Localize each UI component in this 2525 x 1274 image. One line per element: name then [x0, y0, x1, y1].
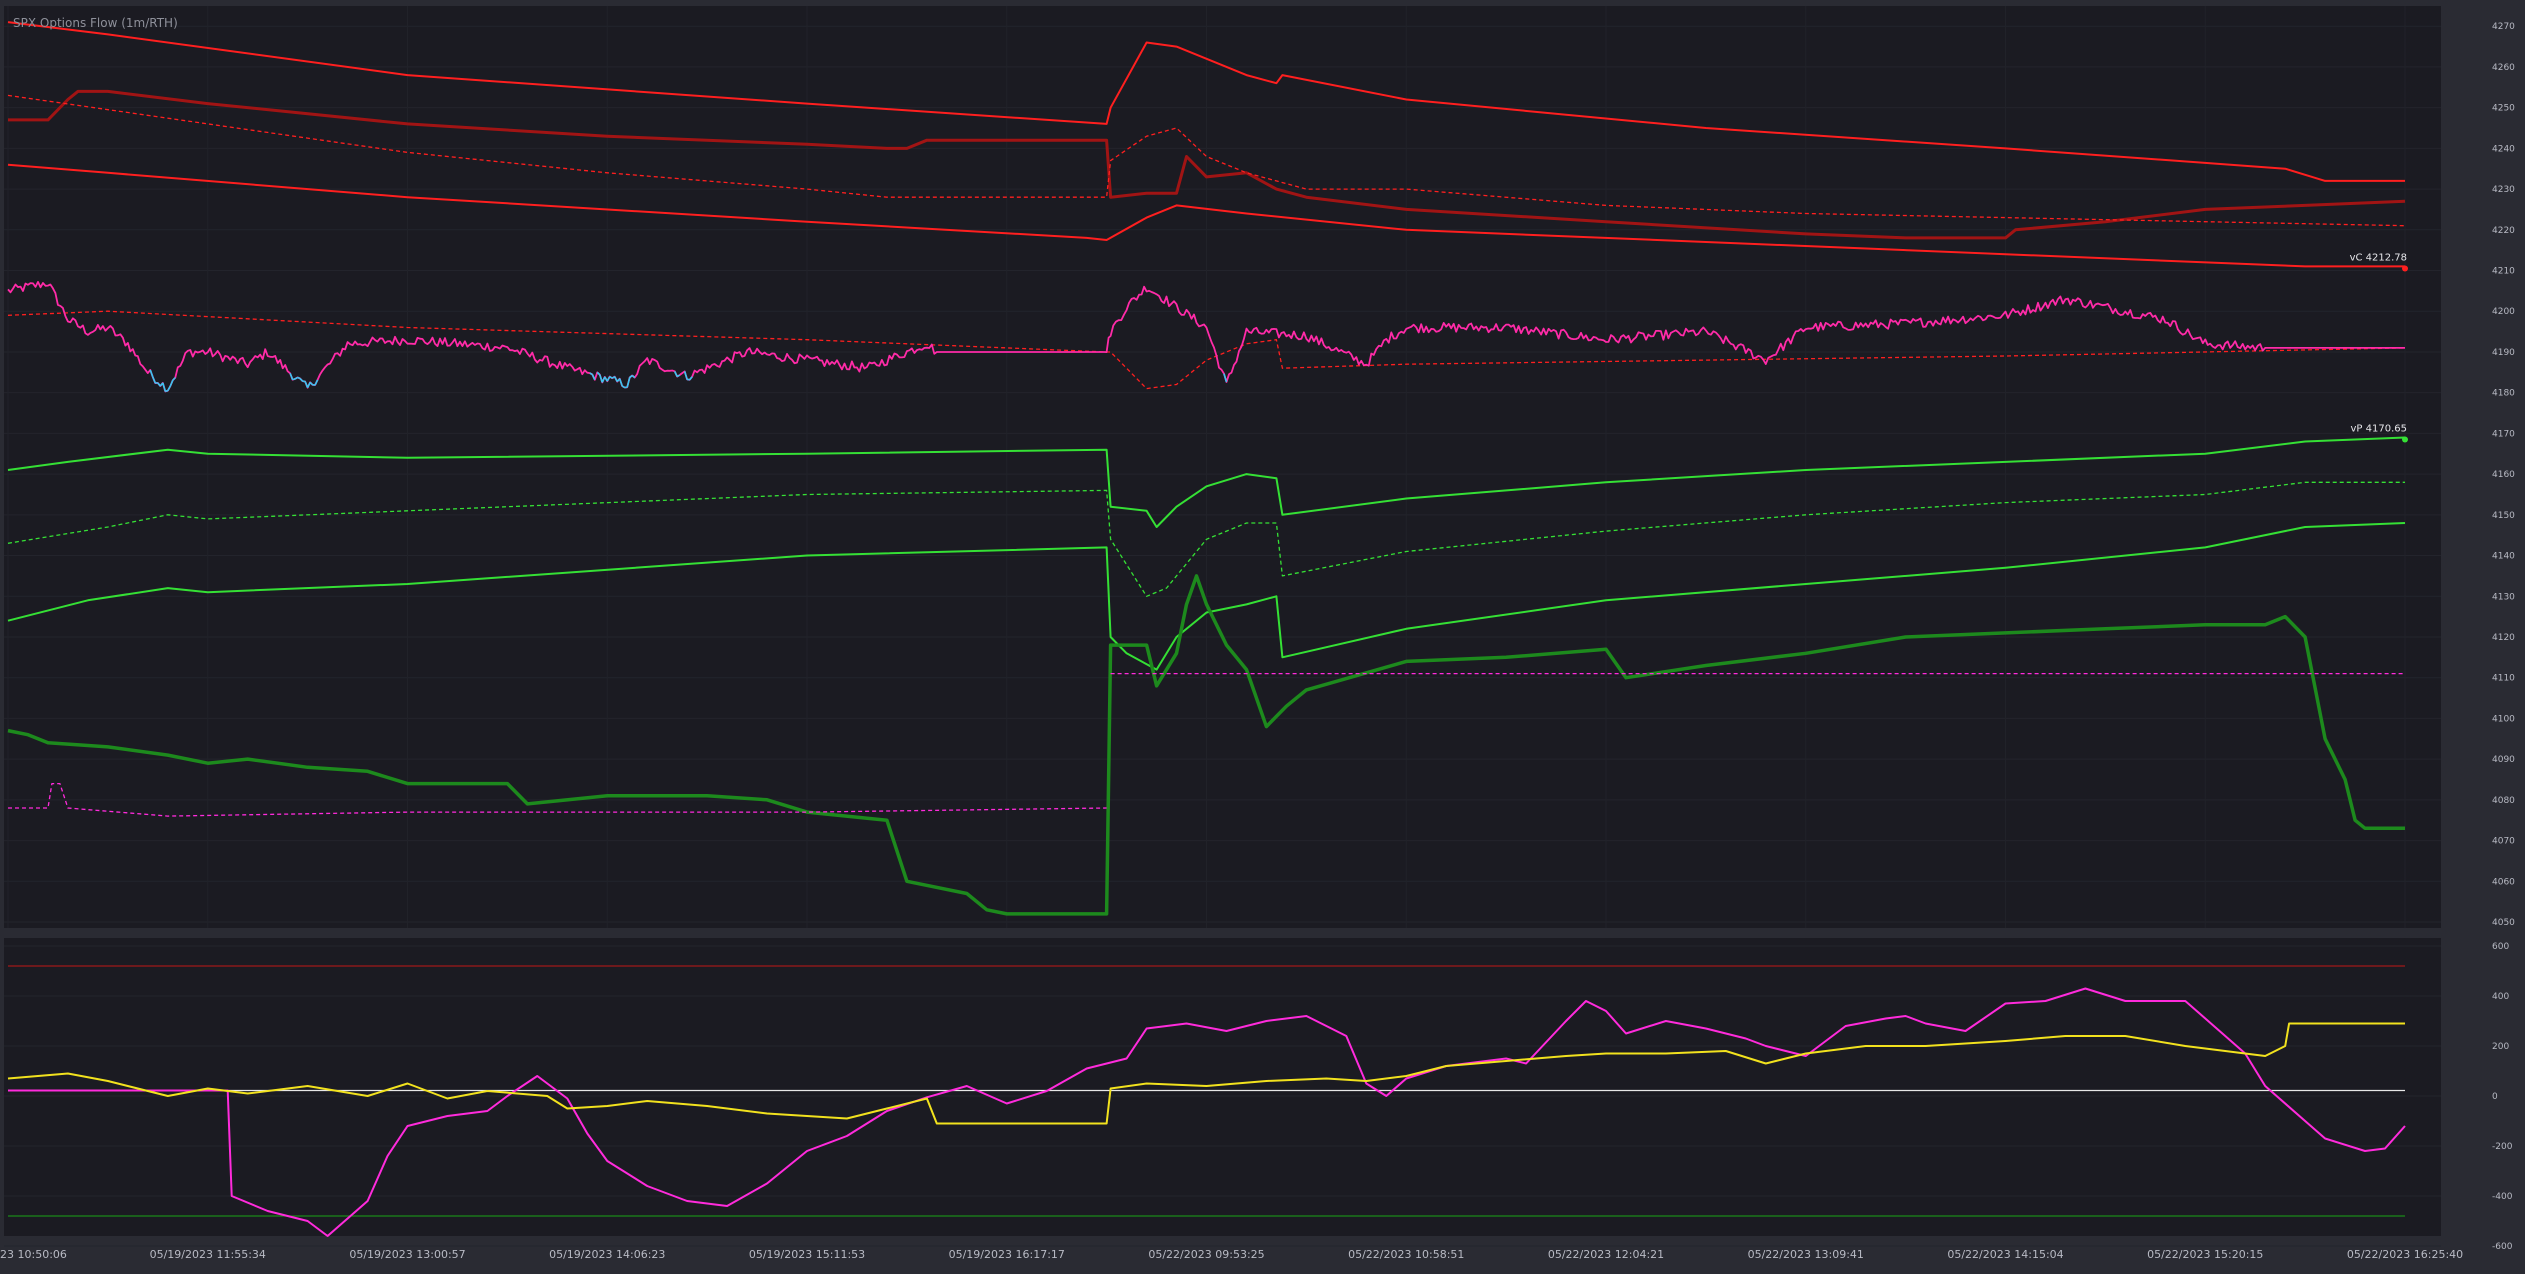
price-dip-segment [293, 379, 295, 380]
upper-y-tick-label: 4210 [2492, 267, 2515, 277]
lower-y-tick-label: 400 [2492, 992, 2509, 1002]
upper-y-tick-label: 4160 [2492, 470, 2515, 480]
upper-y-tick-label: 4120 [2492, 633, 2515, 643]
upper-y-tick-label: 4170 [2492, 429, 2515, 439]
chart-title: SPX Options Flow (1m/RTH) [13, 16, 178, 30]
x-tick-label: 23 10:50:06 [0, 1248, 67, 1261]
x-tick-label: 05/22/2023 14:15:04 [1947, 1248, 2063, 1261]
annotation-marker [2402, 265, 2408, 271]
upper-y-tick-label: 4270 [2492, 22, 2515, 32]
annotation-marker [2402, 436, 2408, 442]
upper-y-tick-label: 4190 [2492, 348, 2515, 358]
upper-y-tick-label: 4070 [2492, 837, 2515, 847]
lower-y-tick-label: -200 [2492, 1142, 2513, 1152]
upper-y-tick-label: 4150 [2492, 511, 2515, 521]
x-tick-label: 05/19/2023 16:17:17 [949, 1248, 1065, 1261]
upper-y-tick-label: 4100 [2492, 714, 2515, 724]
x-tick-label: 05/22/2023 12:04:21 [1548, 1248, 1664, 1261]
x-tick-label: 05/19/2023 11:55:34 [150, 1248, 266, 1261]
upper-y-tick-label: 4250 [2492, 104, 2515, 114]
annotation-label: vC 4212.78 [2350, 252, 2407, 263]
upper-y-tick-label: 4140 [2492, 552, 2515, 562]
x-tick-label: 05/19/2023 15:11:53 [749, 1248, 865, 1261]
upper-y-tick-label: 4180 [2492, 389, 2515, 399]
upper-y-tick-label: 4240 [2492, 144, 2515, 154]
upper-y-tick-label: 4080 [2492, 796, 2515, 806]
price-dip-segment [298, 377, 300, 378]
x-tick-label: 05/22/2023 16:25:40 [2347, 1248, 2463, 1261]
annotation-label: vP 4170.65 [2351, 423, 2407, 434]
upper-pane-background [4, 6, 2441, 928]
upper-y-tick-label: 4260 [2492, 63, 2515, 73]
lower-y-tick-label: 0 [2492, 1092, 2498, 1102]
price-dip-segment [165, 391, 167, 392]
x-tick-label: 05/22/2023 09:53:25 [1148, 1248, 1264, 1261]
upper-y-tick-label: 4230 [2492, 185, 2515, 195]
x-tick-label: 05/19/2023 13:00:57 [349, 1248, 465, 1261]
x-tick-label: 05/19/2023 14:06:23 [549, 1248, 665, 1261]
lower-y-tick-label: -600 [2492, 1242, 2513, 1252]
upper-y-tick-label: 4110 [2492, 674, 2515, 684]
x-tick-label: 05/22/2023 13:09:41 [1748, 1248, 1864, 1261]
x-tick-label: 05/22/2023 10:58:51 [1348, 1248, 1464, 1261]
upper-y-tick-label: 4220 [2492, 226, 2515, 236]
upper-y-tick-label: 4050 [2492, 918, 2515, 928]
lower-y-tick-label: -400 [2492, 1192, 2513, 1202]
upper-y-tick-label: 4090 [2492, 755, 2515, 765]
lower-pane-background [4, 938, 2441, 1236]
lower-y-tick-label: 600 [2492, 942, 2509, 952]
upper-y-tick-label: 4130 [2492, 592, 2515, 602]
x-tick-label: 05/22/2023 15:20:15 [2147, 1248, 2263, 1261]
upper-y-tick-label: 4200 [2492, 307, 2515, 317]
lower-y-tick-label: 200 [2492, 1042, 2509, 1052]
upper-y-tick-label: 4060 [2492, 877, 2515, 887]
